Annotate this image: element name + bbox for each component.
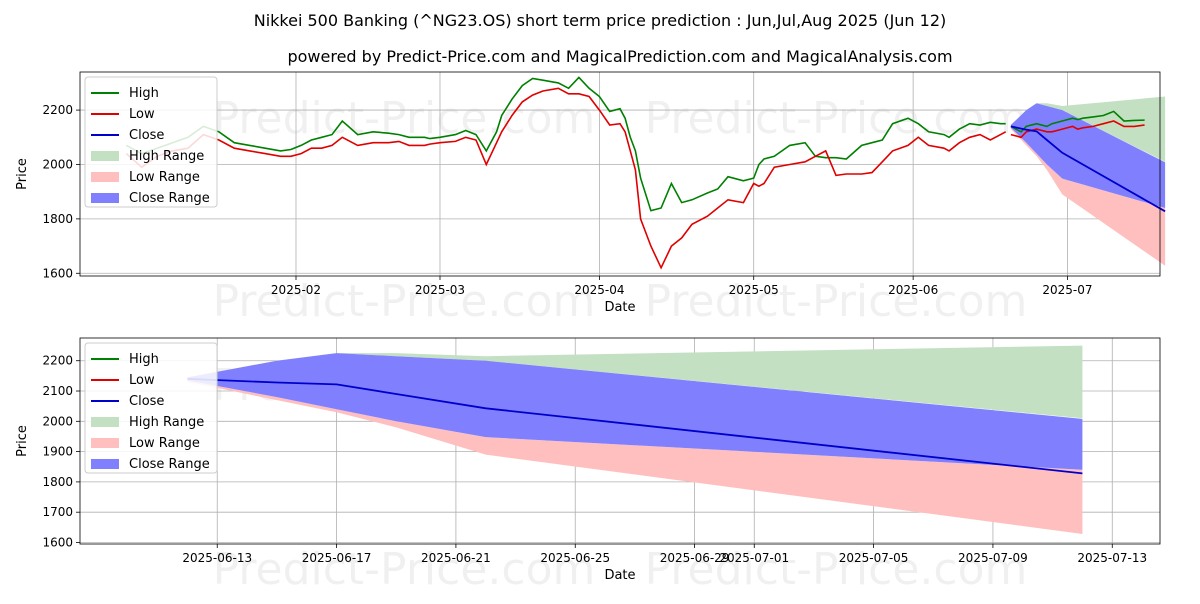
bottom-legend-label: Low Range: [129, 436, 200, 451]
top-y-tick-label: 1600: [42, 266, 73, 280]
bottom-x-tick-label: 2025-07-05: [839, 551, 909, 565]
top-legend-swatch: [91, 193, 119, 203]
bottom-low-range-band: [187, 380, 1083, 534]
bottom-y-tick-label: 2100: [42, 384, 73, 398]
bottom-x-tick-label: 2025-06-25: [540, 551, 610, 565]
bottom-y-tick-label: 1800: [42, 475, 73, 489]
top-high-range-band: [1010, 96, 1166, 162]
top-x-axis-label: Date: [604, 300, 635, 315]
bottom-y-tick-label: 2200: [42, 354, 73, 368]
top-legend-swatch: [91, 172, 119, 182]
top-close-range-band: [1010, 103, 1166, 208]
top-plot-frame: [79, 71, 1161, 277]
bottom-x-tick-label: 2025-07-01: [719, 551, 789, 565]
bottom-y-tick-label: 2000: [42, 414, 73, 428]
top-chart-panel: Predict-Price.com Predict-Price.com Predic…: [15, 71, 1166, 327]
top-high-series-line-recent: [1010, 110, 1145, 133]
top-legend-label: High Range: [129, 149, 204, 164]
top-watermark: Predict-Price.com: [645, 93, 1028, 144]
top-y-tick-label: 2200: [42, 103, 73, 117]
top-legend-label: Close: [129, 128, 164, 143]
bottom-chart-panel: Predict-Price.comPredict-Price.comPredic…: [15, 337, 1161, 595]
bottom-close-range-band: [187, 353, 1083, 470]
bottom-x-tick-label: 2025-06-13: [182, 551, 252, 565]
top-x-tick-label: 2025-02: [271, 283, 321, 297]
top-watermark: Predict-Price.com: [213, 276, 596, 327]
bottom-watermark: Predict-Price.com: [645, 544, 1028, 595]
top-close-forecast-line: [1010, 125, 1166, 213]
bottom-y-tick-label: 1900: [42, 445, 73, 459]
top-x-tick-label: 2025-05: [729, 283, 779, 297]
bottom-close-forecast-line: [187, 378, 1083, 475]
top-y-tick-label: 1800: [42, 212, 73, 226]
bottom-legend-label: High: [129, 352, 159, 367]
chart-title: Nikkei 500 Banking (^NG23.OS) short term…: [254, 11, 947, 30]
bottom-x-tick-label: 2025-06-17: [302, 551, 372, 565]
top-watermark: Predict-Price.com: [645, 276, 1028, 327]
top-x-tick-label: 2025-07: [1042, 283, 1092, 297]
bottom-legend-label: Close: [129, 394, 164, 409]
top-y-tick-label: 2000: [42, 157, 73, 171]
bottom-legend-swatch: [91, 417, 119, 427]
bottom-legend-swatch: [91, 459, 119, 469]
top-x-tick-label: 2025-06: [888, 283, 938, 297]
bottom-x-tick-label: 2025-06-29: [660, 551, 730, 565]
bottom-legend-label: High Range: [129, 415, 204, 430]
bottom-legend-swatch: [91, 438, 119, 448]
top-x-tick-label: 2025-03: [415, 283, 465, 297]
bottom-x-tick-label: 2025-07-09: [958, 551, 1028, 565]
top-low-series-line: [125, 87, 1007, 270]
top-legend-label: Close Range: [129, 191, 210, 206]
top-legend-swatch: [91, 151, 119, 161]
chart-subtitle: powered by Predict-Price.com and Magical…: [287, 47, 952, 66]
bottom-high-range-band: [187, 345, 1083, 419]
top-legend-label: Low Range: [129, 170, 200, 185]
top-legend-label: Low: [129, 107, 155, 122]
bottom-y-tick-label: 1700: [42, 505, 73, 519]
bottom-legend-label: Low: [129, 373, 155, 388]
top-y-axis-label: Price: [15, 158, 30, 190]
bottom-y-tick-label: 1600: [42, 535, 73, 549]
top-low-range-band: [1010, 127, 1166, 266]
top-plot-area: [80, 72, 1160, 276]
top-x-tick-label: 2025-04: [574, 283, 624, 297]
bottom-watermark: Predict-Price.com: [213, 544, 596, 595]
bottom-plot-frame: [79, 337, 1161, 545]
top-legend-label: High: [129, 86, 159, 101]
bottom-x-axis-label: Date: [604, 568, 635, 583]
bottom-y-axis-label: Price: [15, 425, 30, 457]
bottom-legend-label: Close Range: [129, 457, 210, 472]
bottom-x-tick-label: 2025-06-21: [421, 551, 491, 565]
bottom-x-tick-label: 2025-07-13: [1077, 551, 1147, 565]
top-high-series-line: [125, 76, 1006, 212]
